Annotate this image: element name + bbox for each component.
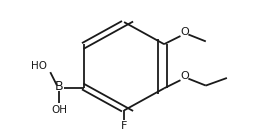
Text: F: F — [121, 121, 127, 131]
Text: HO: HO — [31, 61, 47, 71]
Text: O: O — [180, 71, 189, 81]
Text: B: B — [55, 80, 63, 93]
Text: OH: OH — [51, 105, 67, 115]
Text: O: O — [180, 27, 189, 37]
